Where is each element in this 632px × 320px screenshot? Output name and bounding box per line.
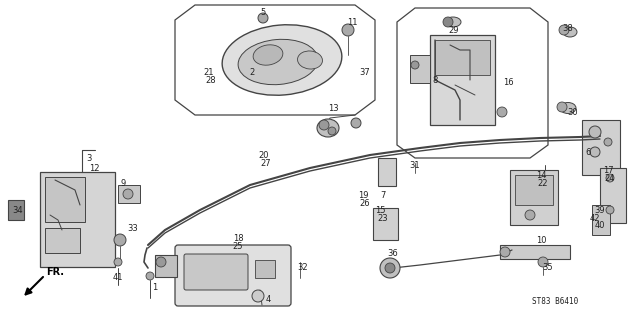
Text: 22: 22	[538, 179, 548, 188]
Circle shape	[443, 17, 453, 27]
Text: 8: 8	[432, 76, 438, 84]
Text: 25: 25	[233, 242, 243, 251]
Circle shape	[538, 257, 548, 267]
Bar	[45, 228, 80, 253]
Text: 31: 31	[410, 161, 420, 170]
Circle shape	[146, 272, 154, 280]
Circle shape	[351, 118, 361, 128]
Text: 2: 2	[250, 68, 255, 76]
Ellipse shape	[253, 45, 283, 65]
Text: 34: 34	[13, 205, 23, 214]
Ellipse shape	[563, 27, 577, 37]
Text: 35: 35	[543, 263, 553, 273]
Ellipse shape	[445, 17, 461, 27]
Bar	[600, 168, 626, 223]
Circle shape	[319, 120, 329, 130]
Ellipse shape	[238, 39, 318, 85]
Bar	[500, 245, 570, 259]
Circle shape	[123, 189, 133, 199]
Bar	[582, 120, 620, 175]
Text: 41: 41	[112, 274, 123, 283]
Text: 37: 37	[360, 68, 370, 76]
Text: 21: 21	[204, 68, 214, 76]
Text: 23: 23	[378, 213, 388, 222]
Text: 33: 33	[128, 223, 138, 233]
Text: 1: 1	[152, 284, 157, 292]
Text: 39: 39	[595, 205, 605, 214]
Text: 7: 7	[380, 190, 386, 199]
Bar	[410, 55, 430, 83]
Bar	[592, 205, 610, 235]
Text: 13: 13	[327, 103, 338, 113]
Circle shape	[525, 210, 535, 220]
Text: 18: 18	[233, 234, 243, 243]
Text: 42: 42	[590, 213, 600, 222]
Text: 9: 9	[120, 179, 126, 188]
Text: 29: 29	[449, 26, 459, 35]
Ellipse shape	[298, 51, 322, 69]
Circle shape	[500, 247, 510, 257]
Text: 17: 17	[603, 165, 613, 174]
Circle shape	[114, 234, 126, 246]
Bar	[255, 260, 275, 278]
Ellipse shape	[560, 102, 576, 114]
Circle shape	[604, 138, 612, 146]
Text: 11: 11	[347, 18, 357, 27]
Bar	[45, 177, 85, 222]
Circle shape	[606, 206, 614, 214]
Circle shape	[589, 126, 601, 138]
Bar	[373, 208, 398, 240]
Circle shape	[411, 61, 419, 69]
Circle shape	[590, 147, 600, 157]
Bar	[155, 255, 177, 277]
Text: 5: 5	[260, 7, 265, 17]
FancyBboxPatch shape	[175, 245, 291, 306]
Text: FR.: FR.	[46, 267, 64, 277]
Circle shape	[606, 174, 614, 182]
Circle shape	[328, 127, 336, 135]
Circle shape	[258, 13, 268, 23]
Text: ST83 B6410: ST83 B6410	[532, 298, 578, 307]
Text: 32: 32	[298, 262, 308, 271]
Circle shape	[557, 102, 567, 112]
Text: 28: 28	[205, 76, 216, 84]
Text: 3: 3	[87, 154, 92, 163]
Text: 24: 24	[605, 173, 615, 182]
Bar	[435, 40, 490, 75]
Circle shape	[342, 24, 354, 36]
Text: 15: 15	[375, 205, 386, 214]
Text: 6: 6	[585, 148, 591, 156]
Text: 27: 27	[260, 158, 271, 167]
Circle shape	[385, 263, 395, 273]
Bar	[515, 175, 553, 205]
Text: 20: 20	[258, 150, 269, 159]
Circle shape	[380, 258, 400, 278]
Text: 36: 36	[387, 249, 398, 258]
Ellipse shape	[317, 119, 339, 137]
Text: 16: 16	[502, 77, 513, 86]
Text: 38: 38	[562, 23, 573, 33]
Circle shape	[559, 25, 569, 35]
Ellipse shape	[222, 25, 342, 95]
Circle shape	[497, 107, 507, 117]
Circle shape	[114, 258, 122, 266]
Bar	[40, 172, 115, 267]
Text: 26: 26	[360, 198, 370, 207]
Text: 14: 14	[536, 171, 546, 180]
FancyBboxPatch shape	[184, 254, 248, 290]
Text: 30: 30	[568, 108, 578, 116]
Text: 4: 4	[265, 294, 270, 303]
Bar	[510, 170, 558, 225]
Circle shape	[252, 290, 264, 302]
Text: 19: 19	[358, 190, 368, 199]
Bar	[118, 185, 140, 203]
Bar	[8, 200, 24, 220]
Text: 10: 10	[536, 236, 546, 244]
Bar	[378, 158, 396, 186]
Circle shape	[156, 257, 166, 267]
Bar	[430, 35, 495, 125]
Text: 40: 40	[595, 220, 605, 229]
Text: 12: 12	[89, 164, 99, 172]
